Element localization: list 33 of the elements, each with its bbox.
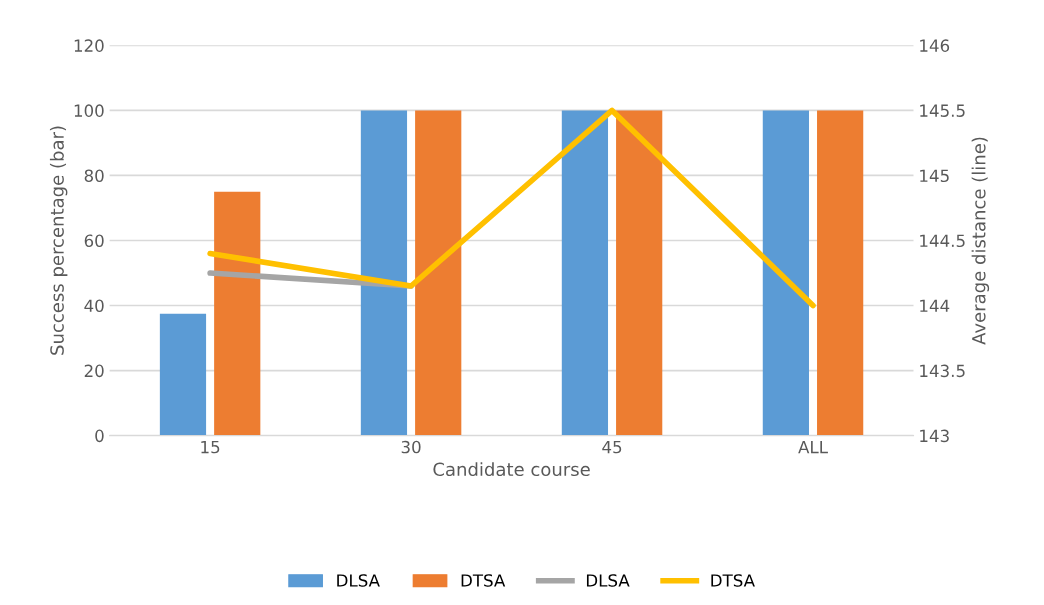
y2-tick-label: 145.5: [920, 104, 965, 117]
y-tick-label: 40: [84, 299, 104, 313]
legend-label: DLSA: [586, 574, 630, 587]
bar: [159, 313, 207, 436]
y2-tick-label: 144.5: [920, 234, 965, 248]
legend-label: DLSA: [337, 574, 380, 587]
x-tick-label: 30: [401, 440, 421, 454]
y-tick-label: 60: [84, 234, 104, 248]
legend-label: DTSA: [461, 574, 506, 587]
y-tick-label: 20: [84, 364, 104, 378]
y-tick-label: 120: [74, 39, 104, 52]
y2-tick-label: 143.5: [920, 364, 965, 378]
y-axis-title: Success percentage (bar): [49, 126, 68, 355]
y2-tick-label: 144: [920, 299, 950, 312]
x-tick-label: 45: [602, 440, 622, 454]
y-tick-label: 80: [84, 169, 104, 183]
bar: [415, 110, 462, 436]
x-tick-label: 15: [201, 440, 220, 454]
y2-tick-label: 143: [920, 429, 949, 443]
y2-tick-label: 145: [920, 169, 949, 183]
y-tick-label: 0: [95, 429, 104, 443]
y2-tick-label: 146: [920, 39, 950, 52]
y2-axis-title: Average distance (line): [971, 137, 990, 345]
bar: [561, 110, 609, 436]
bar: [360, 110, 408, 436]
legend-label: DTSA: [711, 574, 755, 587]
x-axis-title: Candidate course: [433, 462, 590, 477]
x-tick-label: ALL: [798, 440, 828, 454]
bar: [762, 110, 809, 436]
y-tick-label: 100: [74, 104, 104, 117]
bar: [214, 191, 261, 436]
bar: [817, 110, 864, 436]
bar: [616, 110, 663, 436]
